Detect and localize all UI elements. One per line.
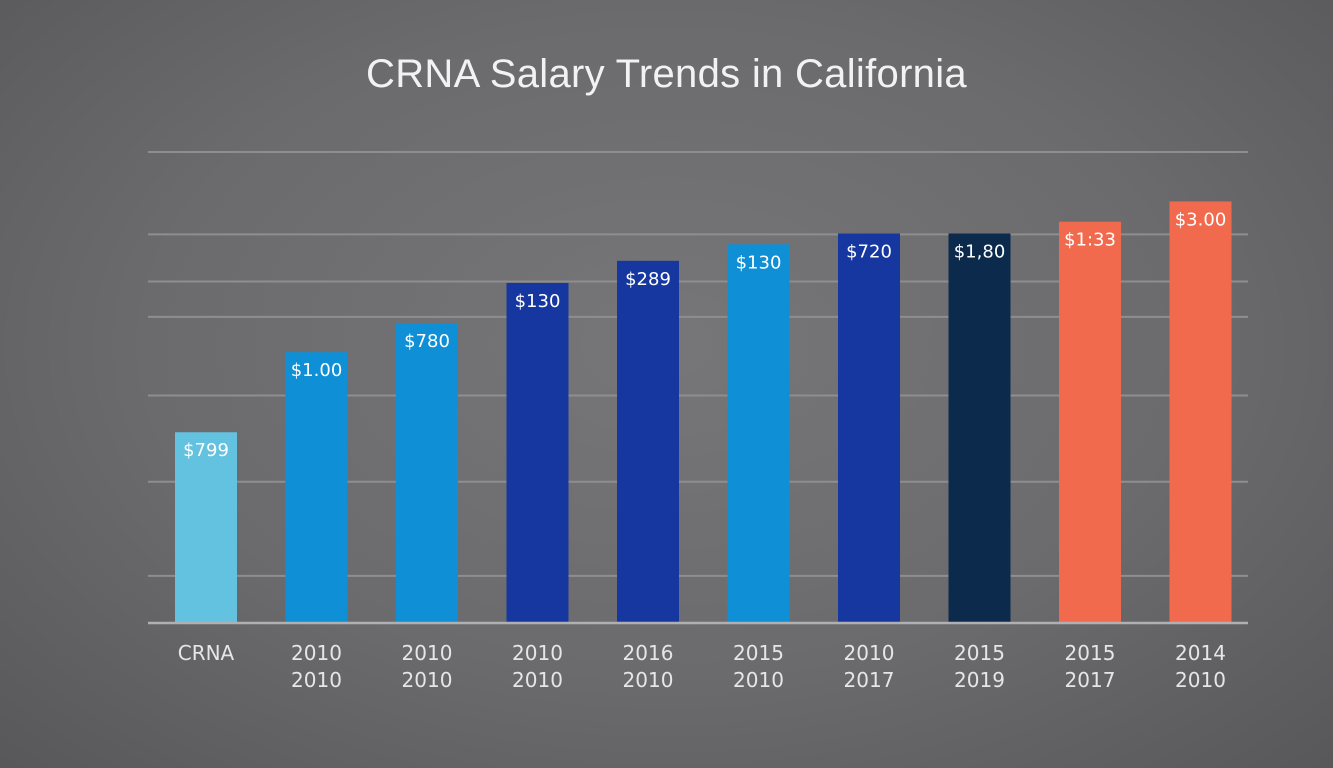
bar bbox=[506, 282, 569, 623]
bars bbox=[175, 201, 1232, 624]
x-tick-label: 2010 bbox=[844, 641, 895, 665]
x-tick-label: 2010 bbox=[402, 641, 453, 665]
bar bbox=[285, 352, 348, 623]
chart-title: CRNA Salary Trends in California bbox=[366, 52, 967, 96]
bar bbox=[175, 432, 237, 623]
bar-value-label: $1,80 bbox=[954, 241, 1006, 262]
x-tick-label: 2010 bbox=[1175, 668, 1226, 692]
bar-value-label: $130 bbox=[736, 252, 782, 273]
bar-value-label: $799 bbox=[183, 440, 229, 461]
bar-value-label: $3.00 bbox=[1175, 209, 1227, 230]
bar-value-label: $1:33 bbox=[1064, 230, 1116, 251]
x-tick-label: 2010 bbox=[512, 641, 563, 665]
x-tick-label: 2015 bbox=[733, 641, 784, 665]
bar bbox=[1059, 221, 1121, 623]
x-tick-label: 2015 bbox=[954, 641, 1005, 665]
bar-value-label: $130 bbox=[515, 291, 561, 312]
x-tick-label: 2010 bbox=[733, 668, 784, 692]
bar bbox=[948, 233, 1011, 623]
x-tick-label: 2010 bbox=[402, 668, 453, 692]
x-tick-label: 2010 bbox=[512, 668, 563, 692]
x-tick-label: 2017 bbox=[1065, 668, 1116, 692]
x-tick-label: 2010 bbox=[291, 641, 342, 665]
x-tick-label: 2017 bbox=[844, 668, 895, 692]
bar bbox=[396, 322, 458, 623]
bar bbox=[1169, 201, 1232, 623]
x-tick-label: 2010 bbox=[291, 668, 342, 692]
bar bbox=[838, 233, 900, 623]
x-tick-label: 2019 bbox=[954, 668, 1005, 692]
bar-value-label: $780 bbox=[404, 331, 450, 352]
bar-value-label: $720 bbox=[846, 241, 892, 262]
x-axis-tick-labels: CRNA 2010 2010 2010 2010 2010 2010 2016 2010 2015… bbox=[178, 641, 1226, 692]
bar-value-labels: $799 $1.00 $780 $130 $289 $130 $720 $1,80 $1:33 $… bbox=[183, 209, 1226, 461]
bar bbox=[617, 260, 679, 623]
bar bbox=[727, 244, 790, 624]
x-tick-label: 2015 bbox=[1065, 641, 1116, 665]
x-tick-label: 2014 bbox=[1175, 641, 1226, 665]
x-tick-label: CRNA bbox=[178, 641, 235, 665]
bar-value-label: $289 bbox=[625, 269, 671, 290]
bar-value-label: $1.00 bbox=[291, 360, 343, 381]
x-tick-label: 2010 bbox=[623, 668, 674, 692]
x-tick-label: 2016 bbox=[623, 641, 674, 665]
